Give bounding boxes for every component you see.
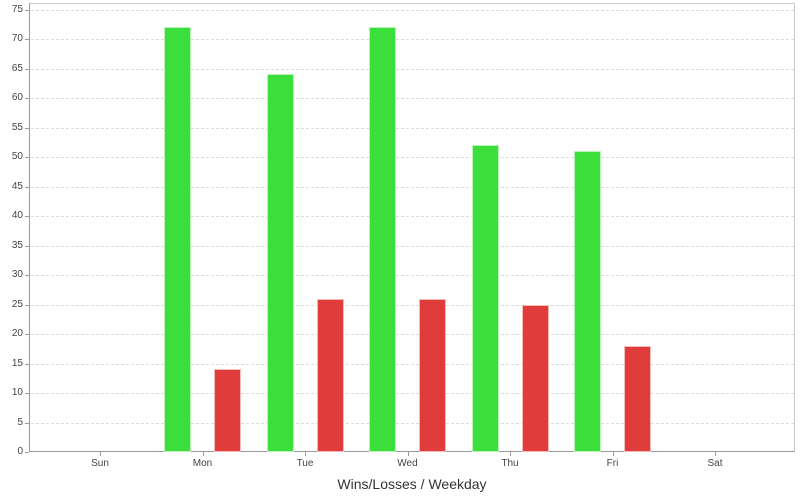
y-gridline (31, 9, 794, 11)
x-axis-tick-label-fri: Fri (606, 458, 619, 469)
y-axis-tick-label: 65 (11, 62, 23, 74)
y-gridline (31, 186, 794, 188)
y-axis-tick-label: 40 (11, 210, 23, 221)
y-axis-tick-label: 30 (11, 269, 23, 280)
wins-bar-thu (471, 145, 499, 452)
y-gridline (31, 422, 794, 424)
y-gridline (31, 393, 794, 394)
wins-bar-wed (369, 27, 396, 452)
x-axis-tick-label-mon: Mon (192, 458, 213, 469)
x-axis-tick-label-sun: Sun (91, 458, 109, 469)
y-axis-tick (25, 245, 29, 247)
y-axis-tick (25, 422, 29, 424)
x-axis-tick (202, 452, 204, 456)
y-gridline (31, 275, 794, 276)
x-axis-tick-label-thu: Thu (501, 458, 519, 469)
y-gridline (31, 68, 794, 70)
x-axis-tick-label-sat: Sat (707, 458, 723, 469)
y-axis-tick (25, 216, 29, 217)
x-axis-title: Wins/Losses / Weekday (337, 476, 487, 492)
wins-bar-mon (164, 27, 191, 452)
losses-bar-thu (521, 304, 549, 452)
y-axis-tick-label: 25 (11, 298, 23, 310)
y-axis-tick-label: 5 (17, 416, 23, 428)
y-gridline (31, 98, 794, 99)
y-axis-tick (25, 186, 29, 188)
y-axis-tick (25, 334, 29, 335)
y-axis-tick-label: 50 (11, 151, 23, 162)
y-axis-tick-label: 35 (11, 239, 23, 251)
y-gridline (31, 334, 794, 335)
y-axis-tick (25, 98, 29, 99)
y-gridline (31, 39, 794, 40)
wins-bar-tue (266, 74, 294, 452)
x-axis-tick (612, 452, 614, 456)
y-axis-tick-label: 75 (11, 3, 23, 15)
y-axis-tick (25, 452, 29, 453)
y-axis-tick (25, 9, 29, 11)
x-axis-tick-label-tue: Tue (296, 458, 314, 469)
y-gridline (31, 216, 794, 217)
y-gridline (31, 245, 794, 247)
y-axis-tick (25, 363, 29, 365)
plot-area (29, 3, 795, 452)
x-axis-tick (100, 452, 101, 456)
y-axis-tick (25, 304, 29, 306)
y-axis-tick-label: 60 (11, 92, 23, 103)
y-axis-tick-label: 70 (11, 33, 23, 44)
losses-bar-fri (624, 345, 651, 452)
y-axis-tick (25, 68, 29, 70)
losses-bar-mon (214, 369, 241, 452)
y-gridline (31, 304, 794, 306)
y-axis-tick-label: 15 (11, 357, 23, 369)
x-axis-tick (715, 452, 716, 456)
y-axis-tick-label: 20 (11, 328, 23, 339)
y-axis-tick (25, 39, 29, 40)
x-axis-tick (305, 452, 306, 456)
y-axis-tick (25, 393, 29, 394)
y-gridline (31, 127, 794, 129)
y-axis-tick (25, 157, 29, 158)
x-axis-tick (510, 452, 511, 456)
wins-bar-fri (574, 151, 601, 452)
y-gridline (31, 363, 794, 365)
y-axis-tick-label: 10 (11, 387, 23, 398)
y-axis-tick-label: 55 (11, 121, 23, 133)
losses-bar-tue (316, 298, 344, 452)
losses-bar-wed (419, 298, 446, 452)
y-axis-tick-label: 0 (17, 446, 23, 457)
x-axis-tick-label-wed: Wed (397, 458, 418, 469)
y-gridline (31, 157, 794, 158)
y-axis-tick (25, 275, 29, 276)
y-axis-tick (25, 127, 29, 129)
y-axis-tick-label: 45 (11, 180, 23, 192)
x-axis-tick (407, 452, 409, 456)
